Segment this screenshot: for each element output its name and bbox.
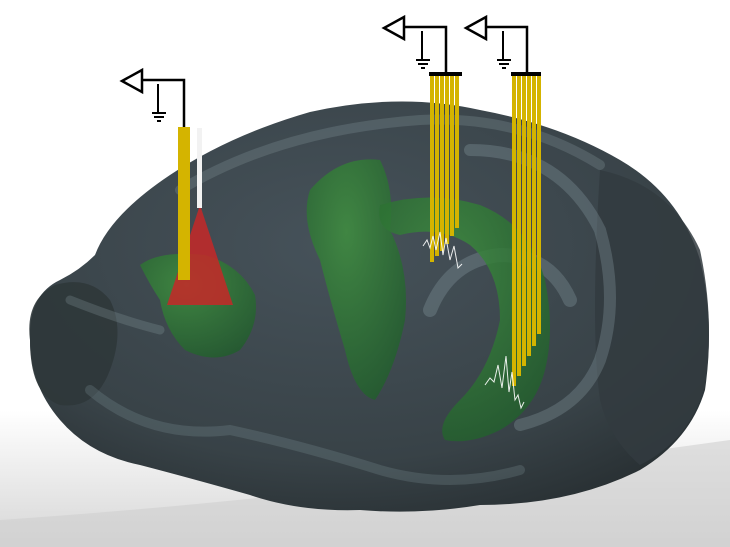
probe-shank: [537, 76, 541, 334]
spike-trace: [422, 231, 463, 270]
ground-icon: [416, 31, 430, 69]
probe-shank: [512, 76, 516, 386]
probe-shank: [440, 76, 444, 251]
region-anterior: [140, 253, 256, 358]
output-arrow-icon: [381, 14, 406, 42]
injection-needle: [197, 128, 202, 208]
probe-shank: [527, 76, 531, 356]
lower-contour: [85, 385, 525, 485]
olfactory-bulb: [29, 282, 118, 406]
probe-shank: [455, 76, 459, 228]
probe-shank: [532, 76, 536, 346]
probe-shank: [435, 76, 439, 256]
probe-shank: [430, 76, 434, 262]
cortex-highlight: [175, 114, 605, 195]
output-arrow-icon: [463, 14, 488, 42]
ground-icon: [152, 84, 166, 122]
probe-shank: [522, 76, 526, 366]
probe-shank: [517, 76, 521, 376]
probe-shank: [178, 127, 190, 280]
ground-icon: [497, 31, 511, 69]
wire: [486, 25, 529, 72]
probe-head: [429, 72, 462, 76]
wire: [404, 25, 448, 72]
probe-2: [381, 14, 463, 270]
probe-shank: [450, 76, 454, 236]
wire: [142, 78, 186, 127]
probe-1: [119, 67, 190, 280]
cerebellum: [595, 170, 709, 465]
probe-shank: [445, 76, 449, 244]
probe-3: [463, 14, 541, 410]
spike-trace: [484, 355, 525, 410]
probe-head: [511, 72, 541, 76]
region-hippocampus: [379, 197, 550, 442]
output-arrow-icon: [119, 67, 144, 95]
ventral-contour: [65, 295, 165, 335]
